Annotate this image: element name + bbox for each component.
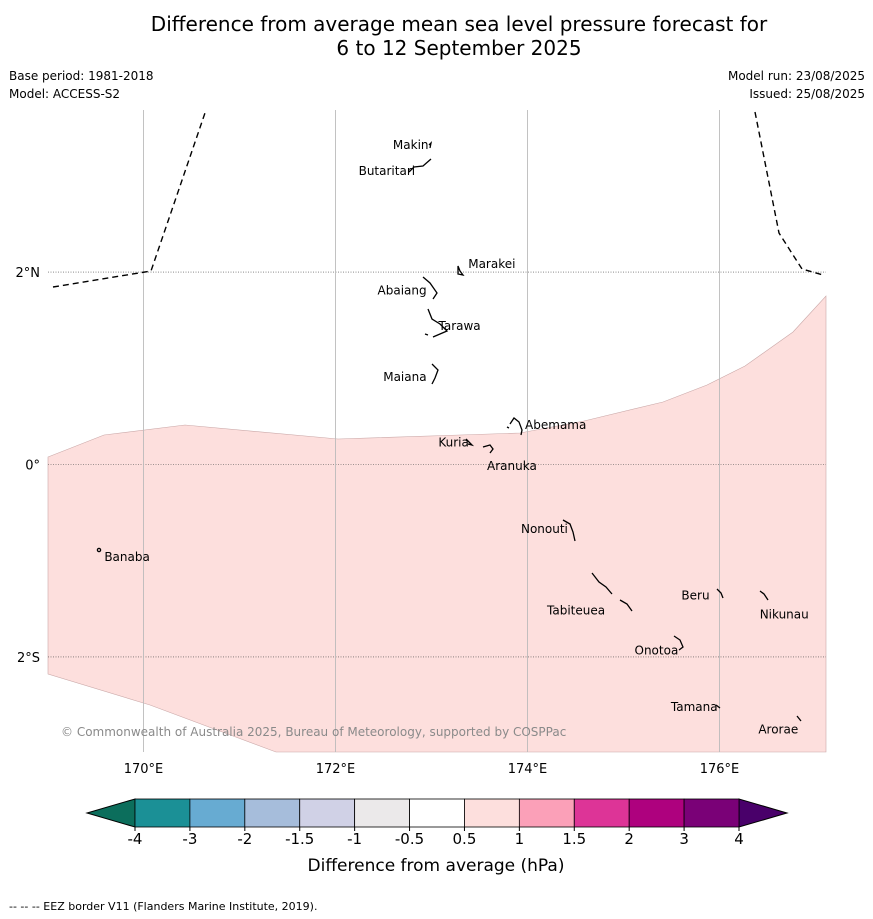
title-line-1: Difference from average mean sea level p… <box>150 12 768 36</box>
island-label-marakei: Marakei <box>468 257 515 271</box>
island-label-tarawa: Tarawa <box>438 319 481 333</box>
island-label-banaba: Banaba <box>104 550 150 564</box>
colorbar-tick-label: -0.5 <box>395 830 424 848</box>
colorbar-tick-label: 1 <box>515 830 525 848</box>
colorbar-segment <box>299 798 356 828</box>
lat-tick-label: 2°S <box>17 651 40 666</box>
colorbar-segment <box>683 798 740 828</box>
kuria-outline <box>465 438 475 447</box>
island-label-tabiteuea: Tabiteuea <box>546 604 605 618</box>
beru-outline <box>716 588 724 599</box>
island-label-tamana: Tamana <box>670 700 718 714</box>
island-label-aranuka: Aranuka <box>487 459 537 473</box>
base-period: Base period: 1981-2018 <box>9 69 154 83</box>
meta-left: Base period: 1981-2018 Model: ACCESS-S2 <box>9 69 154 105</box>
abaiang-outline <box>422 276 438 300</box>
lon-tick-label: 170°E <box>124 762 164 777</box>
island-label-nonouti: Nonouti <box>521 522 568 536</box>
arorae-outline <box>796 715 802 722</box>
island-label-kuria: Kuria <box>438 435 469 449</box>
colorbar-segment <box>244 798 301 828</box>
colorbar-segment <box>189 798 246 828</box>
butaritari-outline <box>408 158 432 173</box>
colorbar-segment <box>464 798 520 828</box>
colorbar-under-arrow <box>85 798 136 828</box>
colorbar-segment <box>409 798 465 828</box>
copyright-notice: © Commonwealth of Australia 2025, Bureau… <box>61 725 566 739</box>
onotoa-outline <box>673 635 684 651</box>
colorbar-tick-label: -3 <box>182 830 197 848</box>
longitude-gridlines <box>143 110 720 752</box>
eez-border-legend: -- -- -- EEZ border V11 (Flanders Marine… <box>9 900 318 913</box>
lat-tick-label: 0° <box>25 459 40 474</box>
tarawa-outline <box>424 308 449 338</box>
colorbar-tick-label: 4 <box>734 830 744 848</box>
longitude-labels: 170°E 172°E 174°E 176°E <box>124 762 740 777</box>
eez-border-west <box>52 109 207 288</box>
nikunau-outline <box>759 590 769 601</box>
model-name: Model: ACCESS-S2 <box>9 87 121 101</box>
colorbar-segment <box>134 798 191 828</box>
lon-tick-label: 174°E <box>508 762 548 777</box>
colorbar-segment <box>628 798 685 828</box>
island-label-onotoa: Onotoa <box>635 644 679 658</box>
issued-date: Issued: 25/08/2025 <box>749 87 865 101</box>
lon-tick-label: 176°E <box>700 762 740 777</box>
colorbar-over-arrow <box>738 798 789 828</box>
island-label-butaritari: Butaritari <box>359 164 416 178</box>
tabiteuea-outline <box>591 572 633 612</box>
anomaly-region <box>47 295 827 753</box>
eez-border-east <box>754 111 824 276</box>
eez-border <box>52 109 824 288</box>
island-labels: Makin Butaritari Marakei Abaiang Tarawa Maian… <box>104 138 808 736</box>
lat-tick-label: 2°N <box>16 266 41 281</box>
latitude-gridlines <box>48 271 826 658</box>
colorbar-tick-label: 1.5 <box>562 830 586 848</box>
colorbar-tick-label: -1.5 <box>285 830 314 848</box>
colorbar-segment <box>354 798 410 828</box>
title-line-2: 6 to 12 September 2025 <box>336 36 582 60</box>
colorbar-tick-label: 2 <box>624 830 634 848</box>
nonouti-outline <box>562 519 576 542</box>
colorbar-segment <box>573 798 630 828</box>
marakei-outline <box>457 265 465 276</box>
colorbar-title: Difference from average (hPa) <box>308 856 565 876</box>
colorbar-tick-label: 0.5 <box>453 830 477 848</box>
meta-right: Model run: 23/08/2025 Issued: 25/08/2025 <box>728 69 865 105</box>
banaba-outline <box>96 547 102 553</box>
abemama-outline <box>506 417 523 436</box>
island-label-arorae: Arorae <box>758 722 798 736</box>
colorbar-tick-label: -2 <box>237 830 252 848</box>
colorbar-tick-label: 3 <box>679 830 689 848</box>
maiana-outline <box>431 363 439 385</box>
makin-outline <box>428 141 433 149</box>
lon-tick-label: 172°E <box>316 762 356 777</box>
island-label-maiana: Maiana <box>383 370 426 384</box>
tamana-outline <box>715 704 721 709</box>
colorbar-segment <box>518 798 575 828</box>
colorbar: -4 -3 -2 -1.5 -1 -0.5 0.5 1 1.5 2 3 4 <box>85 798 789 848</box>
colorbar-tick-label: -1 <box>347 830 362 848</box>
island-label-beru: Beru <box>681 588 709 602</box>
island-label-makin: Makin <box>393 138 429 152</box>
colorbar-tick-label: -4 <box>128 830 143 848</box>
island-outlines <box>96 141 802 722</box>
island-label-abaiang: Abaiang <box>378 283 427 297</box>
aranuka-outline <box>482 444 494 454</box>
model-run: Model run: 23/08/2025 <box>727 69 865 83</box>
island-label-abemama: Abemama <box>525 418 586 432</box>
island-label-nikunau: Nikunau <box>760 607 809 621</box>
chart-title: Difference from average mean sea level p… <box>0 12 873 60</box>
latitude-labels: 2°N 0° 2°S <box>16 266 41 666</box>
